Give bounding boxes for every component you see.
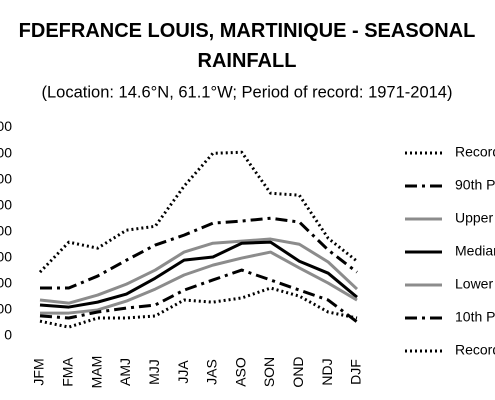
y-tick-label: 100	[0, 301, 12, 317]
x-tick-label: FMA	[60, 357, 76, 387]
y-tick-label: 600	[0, 170, 12, 186]
data-line	[39, 268, 358, 324]
x-tick-label: AMJ	[117, 358, 133, 386]
x-tick-label: NDJ	[319, 358, 335, 385]
x-tick-label: DJF	[348, 359, 364, 385]
legend-label: Lower Tercile	[455, 276, 495, 292]
data-line	[39, 237, 359, 305]
x-tick-label: JAS	[204, 359, 220, 385]
x-tick-label: MAM	[88, 356, 104, 389]
legend-label: Record Low	[455, 342, 495, 358]
x-tick-label: OND	[290, 356, 306, 387]
data-line	[38, 150, 358, 274]
data-line	[40, 250, 358, 315]
y-tick-label: 800	[0, 118, 12, 134]
y-tick-label: 200	[0, 275, 12, 291]
legend-label: Record High	[455, 144, 495, 160]
x-tick-label: JJA	[175, 360, 191, 384]
legend-label: Upper Tercile	[455, 210, 495, 226]
y-tick-label: 400	[0, 222, 12, 238]
data-line	[40, 216, 358, 290]
x-tick-label: JFM	[31, 358, 47, 385]
y-tick-label: 300	[0, 249, 12, 265]
x-tick-label: SON	[261, 357, 277, 387]
y-tick-label: 500	[0, 196, 12, 212]
chart-subtitle: (Location: 14.6°N, 61.1°W; Period of rec…	[42, 83, 453, 101]
y-tick-label: 700	[0, 144, 12, 160]
legend-label: 90th Percentile	[455, 177, 495, 193]
data-line	[39, 240, 358, 309]
x-tick-label: MJJ	[146, 359, 162, 385]
legend-label: Median	[455, 243, 495, 259]
x-tick-label: ASO	[232, 357, 248, 387]
y-tick-label: 0	[4, 327, 12, 343]
legend-label: 10th Percentile	[455, 309, 495, 325]
chart-title: FDEFRANCE LOUIS, MARTINIQUE - SEASONAL RA…	[19, 20, 476, 72]
